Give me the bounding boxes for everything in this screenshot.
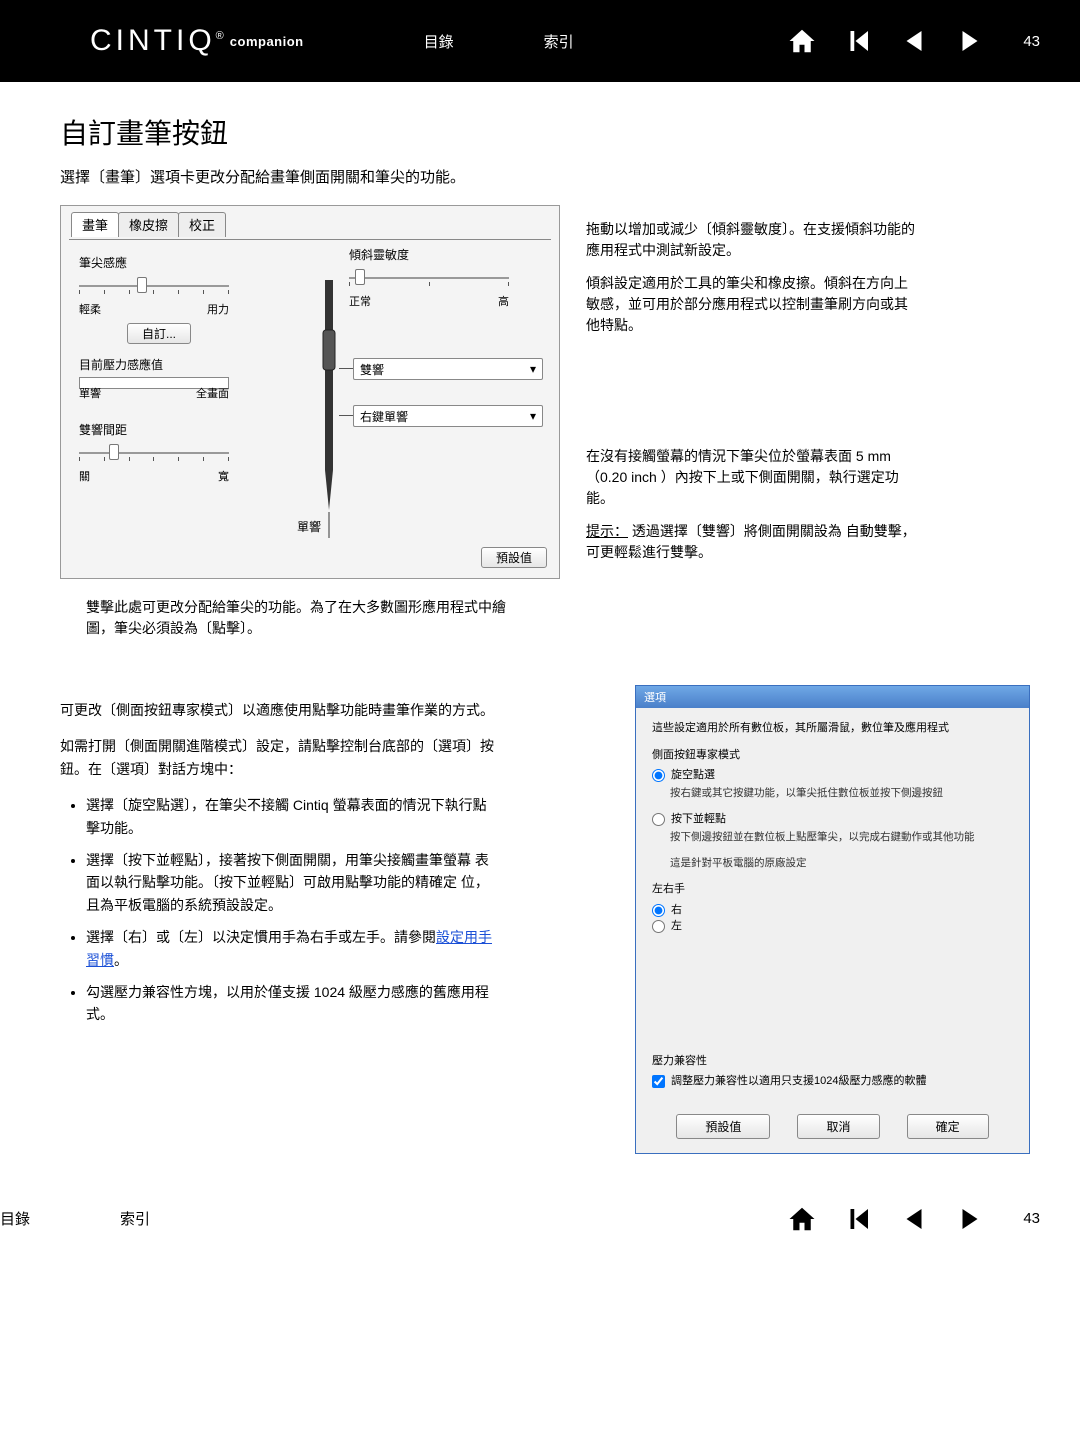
- next-page-icon[interactable]: [955, 23, 985, 59]
- hand-header: 左右手: [652, 881, 1013, 898]
- tilt-slider[interactable]: [349, 267, 509, 297]
- dialog-desc: 這些設定適用於所有數位板，其所屬滑鼠，數位筆及應用程式: [652, 720, 1013, 737]
- page-number-bottom: 43: [1023, 1210, 1040, 1227]
- tip-label: 單響: [297, 518, 321, 535]
- tipfeel-label: 筆尖感應: [79, 254, 239, 271]
- radio-hover[interactable]: 旋空點選: [652, 767, 1013, 784]
- nav-toc[interactable]: 目錄: [424, 31, 454, 52]
- bullet-handed: 選擇〔右〕或〔左〕以決定慣用手為右手或左手。請參閱設定用手習慣。: [86, 926, 500, 971]
- dlg-cancel-button[interactable]: 取消: [797, 1114, 879, 1139]
- dialog-title: 選項: [636, 686, 1029, 708]
- prev-page-icon[interactable]: [899, 1201, 929, 1237]
- custom-button[interactable]: 自訂...: [127, 323, 191, 344]
- dbldist-label: 雙響間距: [79, 421, 239, 438]
- nav-icons: 43: [787, 23, 1040, 59]
- pen-illustration: [309, 280, 349, 540]
- curpress-label: 目前壓力感應值: [79, 356, 239, 373]
- options-explainer: 可更改〔側面按鈕專家模式〕以適應使用點擊功能時畫筆作業的方式。 如需打開〔側面開…: [60, 685, 500, 1154]
- first-page-icon[interactable]: [843, 23, 873, 59]
- tilt-label: 傾斜靈敏度: [349, 246, 519, 263]
- tab-calibrate[interactable]: 校正: [178, 212, 226, 237]
- radio-clicktap[interactable]: 按下並輕點: [652, 811, 1013, 828]
- prev-page-icon[interactable]: [899, 23, 929, 59]
- intro-text: 選擇〔畫筆〕選項卡更改分配給畫筆側面開關和筆尖的功能。: [60, 166, 1030, 187]
- nav-toc-bottom[interactable]: 目錄: [0, 1208, 30, 1229]
- bullet-pressure: 勾選壓力兼容性方塊，以用於僅支援 1024 級壓力感應的舊應用程式。: [86, 981, 500, 1026]
- tab-eraser[interactable]: 橡皮擦: [118, 212, 179, 237]
- scm-header: 側面按鈕專家模式: [652, 747, 1013, 764]
- upper-switch-dropdown[interactable]: 雙響▾: [353, 358, 543, 380]
- radio-left[interactable]: 左: [652, 918, 1013, 935]
- brand-sub: companion: [230, 34, 304, 49]
- pen-settings-panel: 畫筆 橡皮擦 校正 筆尖感應 輕柔用力 自訂...: [60, 205, 560, 579]
- check-pressure-compat[interactable]: 調整壓力兼容性以適用只支援1024級壓力感應的軟體: [652, 1073, 1013, 1090]
- nav-index[interactable]: 索引: [544, 31, 574, 52]
- bullet-hover: 選擇〔旋空點選〕，在筆尖不接觸 Cintiq 螢幕表面的情況下執行點擊功能。: [86, 794, 500, 839]
- home-icon[interactable]: [787, 23, 817, 59]
- page-number: 43: [1023, 33, 1040, 50]
- bullet-clicktap: 選擇〔按下並輕點〕，接著按下側面開關，用筆尖接觸畫筆螢幕 表面以執行點擊功能。〔…: [86, 849, 500, 916]
- dbldist-slider[interactable]: [79, 442, 229, 472]
- tipfeel-slider[interactable]: [79, 275, 229, 305]
- panel-default-button[interactable]: 預設值: [481, 547, 547, 568]
- dlg-ok-button[interactable]: 確定: [907, 1114, 989, 1139]
- page-title: 自訂畫筆按鈕: [60, 112, 1030, 152]
- header-bar: CINTIQ® companion 目錄 索引 43: [0, 0, 1080, 82]
- pc-header: 壓力兼容性: [652, 1053, 1013, 1070]
- nav-index-bottom[interactable]: 索引: [120, 1208, 150, 1229]
- tab-pen[interactable]: 畫筆: [71, 212, 119, 237]
- tip-footnote: 雙擊此處可更改分配給筆尖的功能。為了在大多數圖形應用程式中繪圖，筆尖必須設為〔點…: [86, 597, 526, 639]
- next-page-icon[interactable]: [955, 1201, 985, 1237]
- lower-switch-dropdown[interactable]: 右鍵單響▾: [353, 405, 543, 427]
- brand-logo: CINTIQ®: [90, 24, 224, 58]
- right-notes: 拖動以增加或減少〔傾斜靈敏度〕。在支援傾斜功能的應用程式中測試新設定。 傾斜設定…: [586, 205, 916, 575]
- options-dialog: 選項 這些設定適用於所有數位板，其所屬滑鼠，數位筆及應用程式 側面按鈕專家模式 …: [635, 685, 1030, 1154]
- first-page-icon[interactable]: [843, 1201, 873, 1237]
- radio-right[interactable]: 右: [652, 902, 1013, 919]
- home-icon[interactable]: [787, 1201, 817, 1237]
- footer-bar: 目錄 索引 43: [0, 1184, 1080, 1254]
- dlg-default-button[interactable]: 預設值: [676, 1114, 770, 1139]
